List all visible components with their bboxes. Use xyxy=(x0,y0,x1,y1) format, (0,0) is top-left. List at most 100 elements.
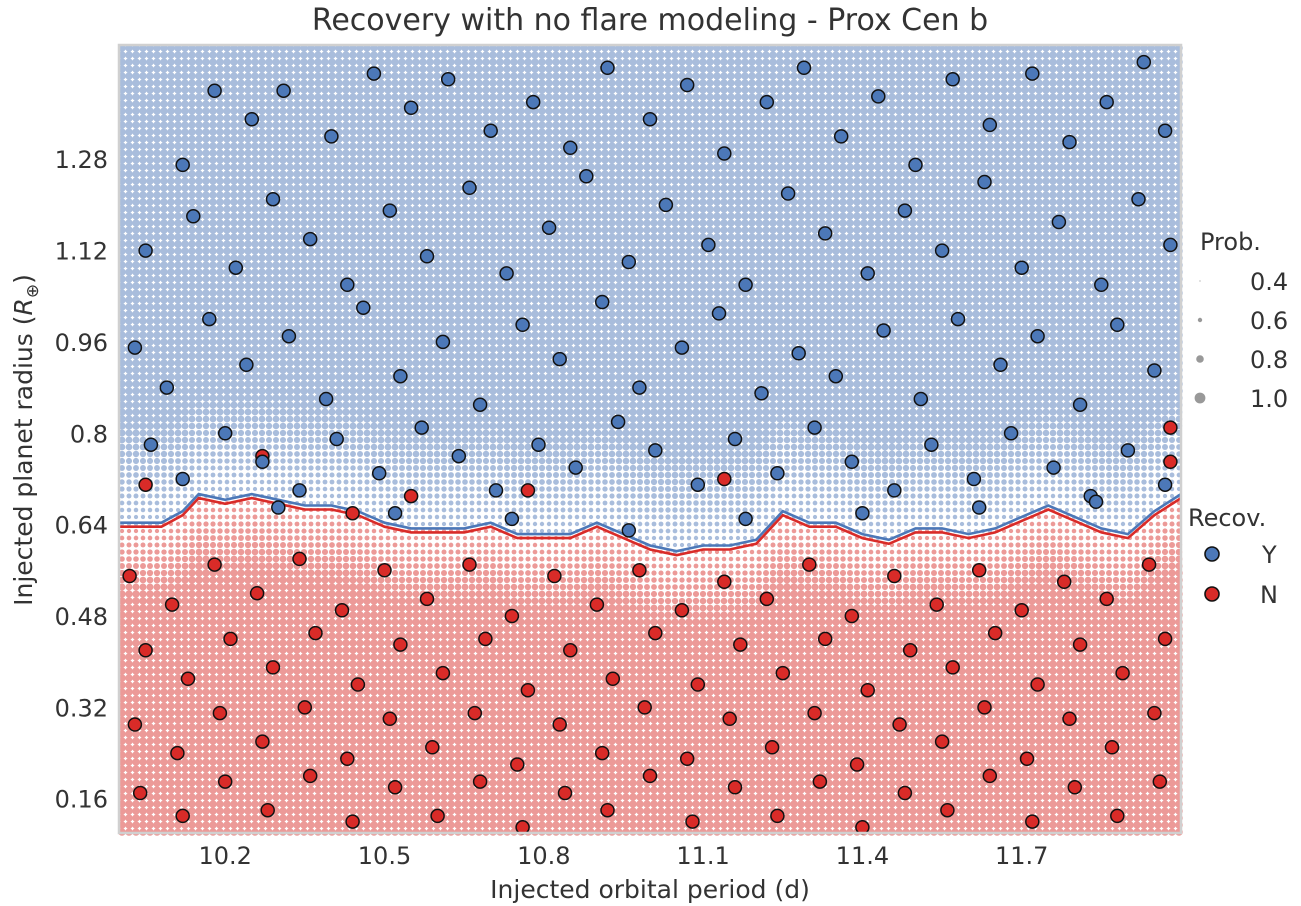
grid-cell xyxy=(363,695,371,703)
grid-cell xyxy=(251,394,259,402)
grid-cell xyxy=(342,422,350,430)
grid-cell xyxy=(153,212,161,220)
grid-cell xyxy=(314,695,322,703)
grid-cell xyxy=(342,394,350,402)
grid-cell xyxy=(294,542,300,548)
grid-cell xyxy=(314,590,322,598)
grid-cell xyxy=(286,65,294,73)
grid-cell xyxy=(321,86,329,94)
grid-cell xyxy=(370,226,378,234)
grid-cell xyxy=(370,170,378,178)
grid-cell xyxy=(223,219,231,227)
grid-cell xyxy=(125,632,133,640)
grid-cell xyxy=(251,184,259,192)
grid-cell xyxy=(132,807,140,815)
grid-cell xyxy=(251,352,259,360)
grid-cell xyxy=(146,170,154,178)
grid-cell xyxy=(167,373,175,381)
grid-cell xyxy=(146,681,154,689)
grid-cell xyxy=(216,394,224,402)
grid-cell xyxy=(419,611,427,619)
grid-cell xyxy=(238,465,244,471)
grid-cell xyxy=(181,184,189,192)
grid-cell xyxy=(335,212,343,220)
grid-cell xyxy=(223,744,231,752)
grid-cell xyxy=(167,331,175,339)
grid-cell xyxy=(230,191,238,199)
grid-cell xyxy=(174,576,182,584)
grid-cell xyxy=(188,121,196,129)
grid-cell xyxy=(153,366,161,374)
grid-cell xyxy=(307,401,315,409)
grid-cell xyxy=(419,289,427,297)
grid-cell xyxy=(405,156,413,164)
grid-cell xyxy=(412,569,420,577)
grid-cell xyxy=(363,107,371,115)
grid-cell xyxy=(314,611,322,619)
grid-cell xyxy=(132,667,140,675)
grid-cell xyxy=(307,639,315,647)
grid-cell xyxy=(412,807,420,815)
grid-cell xyxy=(160,793,168,801)
grid-cell xyxy=(349,702,357,710)
grid-cell xyxy=(265,562,273,570)
grid-cell xyxy=(139,226,147,234)
grid-cell xyxy=(230,303,238,311)
grid-cell xyxy=(195,422,203,430)
grid-cell xyxy=(181,408,189,416)
grid-cell xyxy=(349,765,357,773)
grid-cell xyxy=(153,86,161,94)
grid-cell xyxy=(244,79,252,87)
grid-cell xyxy=(160,807,168,815)
grid-cell xyxy=(139,303,147,311)
grid-cell xyxy=(132,394,140,402)
grid-cell xyxy=(160,611,168,619)
grid-cell xyxy=(167,72,175,80)
grid-cell xyxy=(139,121,147,129)
grid-cell xyxy=(377,744,385,752)
grid-cell xyxy=(349,408,357,416)
grid-cell xyxy=(307,93,315,101)
grid-cell xyxy=(370,282,378,290)
grid-cell xyxy=(301,458,307,464)
grid-cell xyxy=(321,737,329,745)
grid-cell xyxy=(426,58,434,66)
grid-cell xyxy=(412,765,420,773)
grid-cell xyxy=(335,191,343,199)
grid-cell xyxy=(223,93,231,101)
grid-cell xyxy=(245,465,251,471)
grid-cell xyxy=(349,58,357,66)
grid-cell xyxy=(258,177,266,185)
grid-cell xyxy=(377,723,385,731)
grid-cell xyxy=(258,415,266,423)
grid-cell xyxy=(377,786,385,794)
grid-cell xyxy=(125,415,133,423)
grid-cell xyxy=(329,472,335,478)
grid-cell xyxy=(314,100,322,108)
grid-cell xyxy=(203,535,209,541)
grid-cell xyxy=(132,646,140,654)
grid-cell xyxy=(230,177,238,185)
grid-cell xyxy=(272,639,280,647)
grid-cell xyxy=(146,156,154,164)
grid-cell xyxy=(154,486,160,492)
grid-cell xyxy=(125,401,133,409)
grid-cell xyxy=(370,275,378,283)
grid-cell xyxy=(153,807,161,815)
grid-cell xyxy=(293,86,301,94)
grid-cell xyxy=(202,135,210,143)
grid-cell xyxy=(237,394,245,402)
grid-cell xyxy=(209,65,217,73)
grid-cell xyxy=(251,149,259,157)
grid-cell xyxy=(174,436,182,444)
grid-cell xyxy=(259,535,265,541)
grid-cell xyxy=(265,282,273,290)
grid-cell xyxy=(258,345,266,353)
grid-cell xyxy=(231,472,237,478)
grid-cell xyxy=(419,821,427,829)
grid-cell xyxy=(196,465,202,471)
grid-cell xyxy=(385,472,391,478)
grid-cell xyxy=(370,310,378,318)
grid-cell xyxy=(377,779,385,787)
grid-cell xyxy=(321,380,329,388)
